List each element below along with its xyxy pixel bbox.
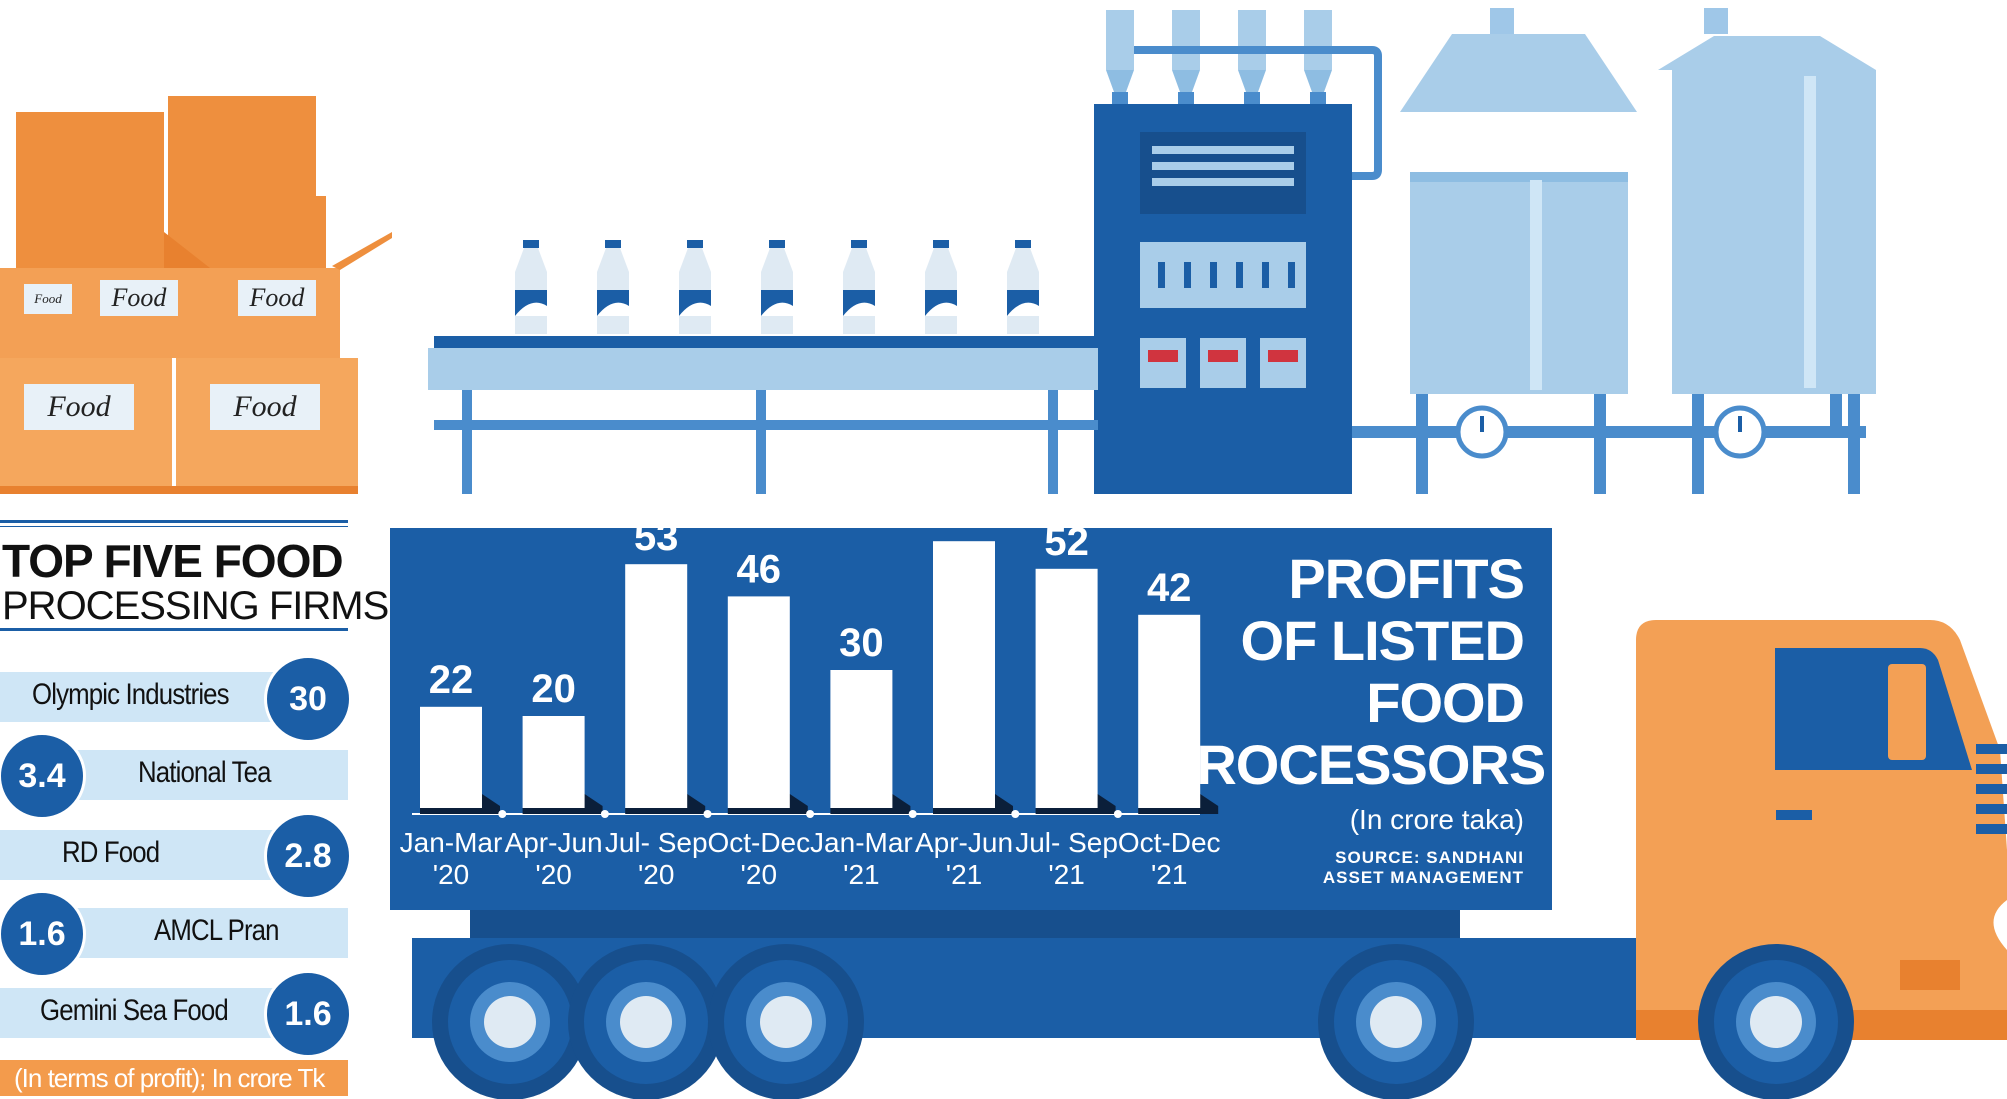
x-tick-marker — [908, 810, 917, 818]
x-tick-marker — [498, 810, 507, 818]
x-tick-marker — [1113, 810, 1122, 818]
firms-subtitle: PROCESSING FIRMS — [2, 584, 389, 628]
processing-machine-icon — [1094, 10, 1382, 494]
bar — [830, 670, 893, 808]
wheel-icon — [568, 944, 724, 1099]
firms-divider — [0, 526, 348, 527]
milk-bottles-icon — [515, 240, 1039, 334]
x-tick-marker — [1011, 810, 1020, 818]
firm-value-badge: 1.6 — [0, 890, 86, 978]
chart-source: ASSET MANAGEMENT — [1322, 868, 1524, 887]
x-tick-label: Apr-Jun — [505, 827, 603, 858]
firms-divider — [0, 628, 348, 631]
bar — [1138, 614, 1201, 808]
x-tick-label: '20 — [535, 859, 572, 890]
firms-divider — [0, 520, 348, 523]
firm-value-badge: 3.4 — [0, 732, 86, 820]
food-box-label: Food — [210, 384, 320, 430]
bar — [420, 706, 482, 808]
food-box-label: Food — [238, 280, 316, 316]
bottle-icon — [597, 240, 629, 334]
bar-value-label: 20 — [531, 667, 576, 711]
bar — [933, 541, 995, 808]
bottle-icon — [1007, 240, 1039, 334]
x-tick-label: Jul- Sep — [1015, 827, 1118, 858]
bar-value-label: 52 — [1044, 520, 1089, 564]
wheel-icon — [1318, 944, 1474, 1099]
firm-row — [40, 750, 348, 800]
bar-value-label: 58 — [942, 492, 987, 536]
x-tick-label: Jan-Mar — [810, 827, 913, 858]
firm-row — [40, 908, 348, 958]
wheel-icon — [432, 944, 588, 1099]
food-box-label: Food — [24, 284, 72, 314]
x-tick-label: Apr-Jun — [915, 827, 1013, 858]
firm-value-badge: 1.6 — [264, 970, 352, 1058]
firm-name: RD Food — [62, 836, 160, 869]
x-tick-label: '20 — [638, 859, 675, 890]
firm-name: Gemini Sea Food — [40, 994, 229, 1027]
chart-subtitle: (In crore taka) — [1349, 804, 1524, 835]
bottle-icon — [843, 240, 875, 334]
bar-value-label: 22 — [429, 658, 474, 702]
bar-value-label: 30 — [839, 621, 884, 665]
bar-value-label: 42 — [1147, 566, 1192, 610]
x-tick-label: Jan-Mar — [400, 827, 503, 858]
x-tick-label: '21 — [1048, 859, 1085, 890]
x-tick-label: Oct-Dec — [707, 827, 810, 858]
bar — [727, 596, 790, 808]
bar-value-label: 46 — [737, 547, 782, 591]
bottle-icon — [679, 240, 711, 334]
food-box-label: Food — [24, 384, 134, 430]
x-tick-label: Jul- Sep — [605, 827, 708, 858]
bar — [1035, 568, 1098, 808]
wheel-icon — [708, 944, 864, 1099]
firm-row — [0, 672, 300, 722]
wheel-icon — [1698, 944, 1854, 1099]
bottle-icon — [515, 240, 547, 334]
x-tick-label: '21 — [1151, 859, 1188, 890]
bar — [625, 564, 688, 808]
firm-row — [0, 988, 300, 1038]
chart-title-line: OF LISTED — [1240, 609, 1525, 672]
chart-title-line: FOOD — [1366, 671, 1525, 734]
firms-title: TOP FIVE FOOD — [2, 535, 344, 587]
bottle-icon — [925, 240, 957, 334]
chart-source: SOURCE: SANDHANI — [1335, 848, 1524, 867]
firm-row — [0, 830, 300, 880]
chart-title-block: PROFITS OF LISTED FOOD PROCESSORS (In cr… — [1160, 547, 1546, 888]
x-tick-marker — [806, 810, 815, 818]
x-tick-label: Oct-Dec — [1118, 827, 1221, 858]
bar — [522, 716, 585, 808]
bar-value-label: 53 — [634, 515, 679, 559]
truck-icon — [412, 620, 2007, 1040]
conveyor-belt-icon — [428, 336, 1098, 494]
firm-name: AMCL Pran — [154, 914, 280, 947]
x-tick-marker — [600, 810, 609, 818]
storage-tanks-icon — [1350, 8, 1876, 494]
x-tick-marker — [703, 810, 712, 818]
x-tick-label: '21 — [843, 859, 880, 890]
firm-name: Olympic Industries — [32, 678, 230, 711]
chart-title-line: PROCESSORS — [1160, 733, 1546, 796]
firm-value-badge: 2.8 — [264, 812, 352, 900]
firms-footnote: (In terms of profit); In crore Tk — [0, 1060, 348, 1096]
chart-title-line: PROFITS — [1288, 547, 1525, 610]
firm-value-badge: 30 — [264, 655, 352, 743]
truck-wheels-icon — [432, 944, 1854, 1099]
food-box-label: Food — [100, 280, 178, 316]
x-tick-label: '21 — [946, 859, 983, 890]
bottle-icon — [761, 240, 793, 334]
x-tick-label: '20 — [433, 859, 470, 890]
x-tick-label: '20 — [741, 859, 778, 890]
firm-name: National Tea — [138, 756, 272, 789]
